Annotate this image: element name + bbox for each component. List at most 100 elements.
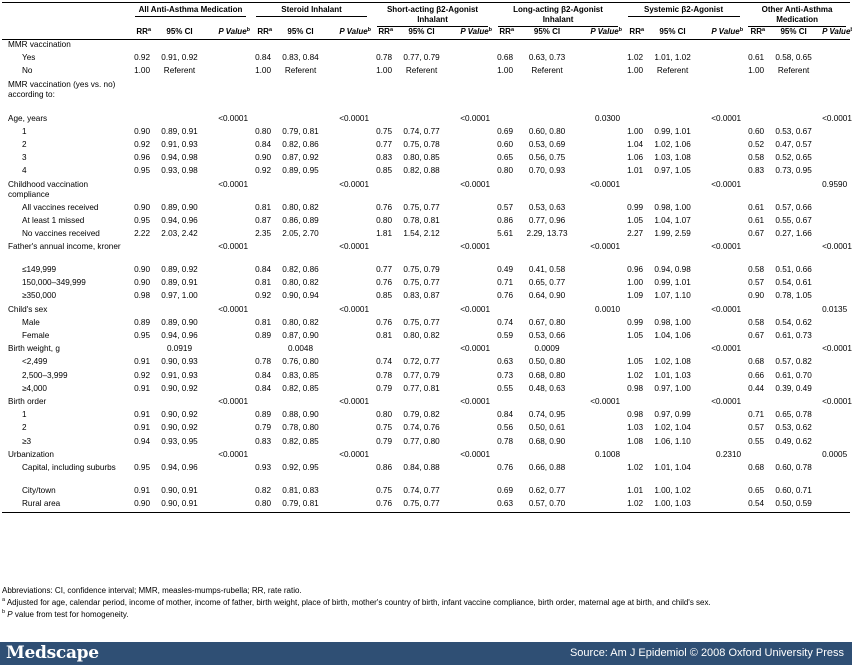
cell-ci: 0.93, 0.95	[161, 436, 198, 446]
cell-rr: 0.76	[497, 291, 514, 301]
cell-ci: 0.91, 0.93	[161, 139, 198, 149]
cell-rr: 0.89	[255, 410, 272, 420]
cell-pv	[328, 216, 372, 229]
cell-pv	[207, 344, 251, 357]
table-row: Rural area 0.90 0.90, 0.91 0.80 0.79, 0.81 0.…	[2, 499, 851, 514]
cell-rr: 0.71	[748, 410, 765, 420]
cell-ci	[394, 242, 449, 265]
cell-rr	[493, 242, 515, 265]
cell-ci: 0.66, 0.88	[528, 462, 566, 472]
cell-rr: 0.58	[748, 265, 765, 275]
cell-rr: 0.90	[134, 202, 150, 212]
cell-rr	[251, 40, 273, 54]
cell-pv	[700, 140, 744, 153]
cell-pv	[328, 265, 372, 278]
cell-rr: 0.61	[748, 202, 765, 212]
cell-ci: 0.61, 0.73	[775, 331, 812, 340]
cell-pv	[579, 318, 623, 331]
row-label: Male	[22, 317, 40, 327]
cell-rr	[623, 80, 645, 114]
cell-pv	[449, 423, 493, 436]
row-label: Yes	[22, 53, 36, 63]
cell-rr: 1.01	[627, 166, 644, 176]
cell-ci: 1.02, 1.04	[654, 423, 691, 433]
subheader-p-value: P Valueb	[821, 27, 852, 40]
cell-ci: 0.84, 0.88	[403, 462, 440, 472]
cell-rr: 0.57	[497, 202, 514, 212]
cell-pv	[449, 140, 493, 153]
footnote-a-text: Adjusted for age, calendar period, incom…	[5, 598, 711, 607]
cell-rr: 0.76	[376, 202, 393, 212]
table-row: ≥4,000 0.91 0.90, 0.92 0.84 0.82, 0.85 0.79 0.…	[2, 384, 850, 397]
cell-rr: 1.02	[627, 53, 644, 63]
table-row: Birth weight, g 0.0919 0.0048 <0.0001 0.0009…	[2, 344, 852, 357]
cell-pv	[821, 278, 850, 291]
cell-rr: 0.80	[497, 166, 514, 176]
row-label: MMR vaccination (yes vs. no) according t…	[8, 79, 116, 99]
cell-ci: 1.54, 2.12	[403, 228, 440, 238]
cell-ci: Referent	[656, 66, 689, 76]
cell-pv	[579, 229, 623, 242]
row-label: No	[22, 66, 33, 76]
cell-ci	[152, 40, 207, 54]
cell-rr	[623, 450, 645, 463]
cell-pv	[328, 166, 372, 179]
cell-pv: <0.0001	[339, 396, 370, 406]
cell-pv	[207, 499, 252, 514]
cell-pv	[700, 384, 744, 397]
cell-pv: <0.0001	[460, 396, 491, 406]
cell-rr: 0.95	[134, 462, 150, 472]
cell-pv: 0.9590	[822, 179, 848, 189]
row-label: Age, years	[8, 113, 48, 123]
cell-pv	[821, 437, 850, 450]
cell-rr: 0.95	[134, 166, 150, 176]
cell-ci: 0.61, 0.70	[775, 370, 812, 380]
cell-ci: 0.97, 0.99	[654, 410, 691, 420]
cell-rr: 0.79	[376, 436, 393, 446]
cell-rr: 0.69	[497, 485, 514, 495]
cell-ci: 1.00, 1.02	[654, 485, 691, 495]
cell-pv	[207, 229, 251, 242]
cell-pv	[821, 423, 850, 436]
cell-pv	[328, 80, 372, 114]
cell-rr: 0.81	[255, 202, 272, 212]
cell-ci: 0.53, 0.62	[775, 423, 812, 433]
cell-ci: 0.83, 0.87	[403, 291, 440, 301]
cell-ci: 0.89, 0.90	[161, 202, 198, 212]
cell-pv	[579, 166, 623, 179]
cell-ci	[273, 114, 328, 127]
cell-ci	[645, 40, 700, 54]
cell-rr: 0.98	[627, 410, 644, 420]
cell-pv	[328, 384, 372, 397]
cell-ci	[645, 242, 700, 265]
cell-pv: <0.0001	[711, 179, 742, 189]
cell-ci: 0.74, 0.76	[403, 423, 440, 433]
cell-pv	[821, 265, 850, 278]
cell-rr: 1.00	[748, 66, 765, 76]
cell-rr: 0.80	[255, 126, 272, 136]
cell-ci: 0.76, 0.80	[282, 357, 319, 367]
cell-pv	[207, 203, 251, 216]
footnote-b: b P value from test for homogeneity.	[2, 609, 848, 621]
cell-pv: 0.2310	[716, 449, 742, 459]
cell-pv	[449, 265, 493, 278]
medscape-logo[interactable]: Medscape	[6, 643, 99, 663]
cell-ci: 0.27, 1.66	[775, 228, 812, 238]
cell-ci: 0.77, 0.81	[403, 383, 440, 393]
cell-rr: 2.35	[255, 228, 272, 238]
cell-pv	[821, 53, 850, 66]
cell-ci: 1.04, 1.06	[654, 331, 691, 340]
cell-rr: 0.65	[497, 153, 514, 163]
cell-ci: 1.00, 1.03	[645, 499, 701, 514]
cell-ci	[394, 40, 449, 54]
cell-pv	[700, 371, 744, 384]
cell-ci	[766, 242, 821, 265]
cell-ci: 1.01, 1.03	[654, 370, 691, 380]
cell-pv	[449, 291, 493, 304]
cell-pv	[821, 357, 850, 370]
cell-rr: 0.49	[497, 265, 514, 275]
cell-ci: 0.97, 1.05	[654, 166, 691, 176]
cell-ci: 0.77, 0.79	[403, 370, 440, 380]
cell-pv: <0.0001	[339, 449, 370, 459]
cell-rr: 0.55	[748, 436, 765, 446]
